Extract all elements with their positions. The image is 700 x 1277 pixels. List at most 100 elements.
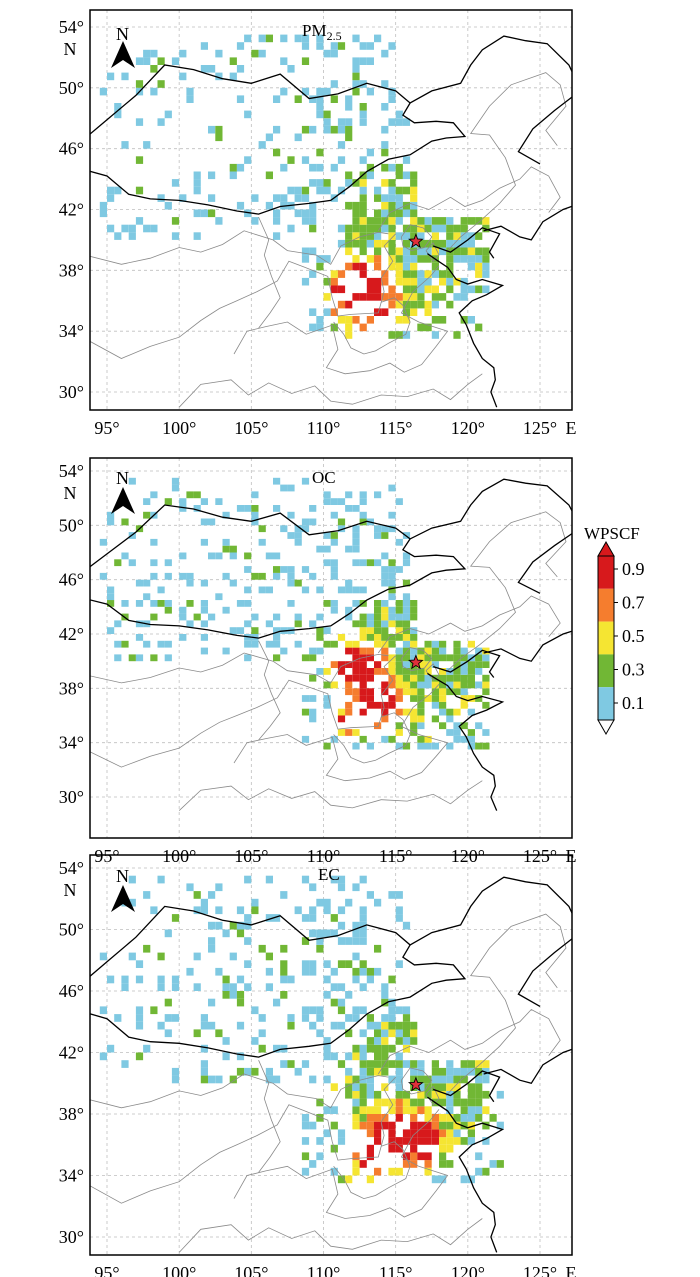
- wpscf-cell: [431, 270, 439, 278]
- wpscf-cell: [301, 518, 310, 526]
- wpscf-cell: [402, 742, 411, 750]
- wpscf-cell: [352, 620, 360, 628]
- wpscf-cell: [374, 640, 382, 648]
- wpscf-cell: [121, 640, 129, 648]
- wpscf-cell: [359, 1067, 367, 1076]
- wpscf-cell: [359, 57, 367, 65]
- wpscf-cell: [431, 647, 439, 655]
- wpscf-cell: [475, 323, 483, 332]
- wpscf-cell: [193, 952, 201, 961]
- wpscf-cell: [309, 518, 317, 526]
- wpscf-cell: [446, 270, 454, 278]
- wpscf-cell: [345, 331, 353, 339]
- north-arrow: N: [111, 866, 135, 912]
- wpscf-cell: [301, 1121, 310, 1130]
- site-marker: [407, 1076, 424, 1092]
- wpscf-cell: [208, 1075, 216, 1084]
- wpscf-cell: [309, 270, 317, 278]
- wpscf-cell: [410, 247, 418, 256]
- wpscf-cell: [352, 559, 360, 567]
- wpscf-cell: [388, 674, 396, 682]
- wpscf-cell: [273, 634, 281, 641]
- wpscf-cell: [359, 201, 367, 210]
- wpscf-cell: [345, 171, 353, 180]
- wpscf-cell: [374, 613, 382, 621]
- wpscf-cell: [374, 308, 382, 316]
- wpscf-cell: [359, 708, 367, 716]
- wpscf-cell: [460, 1114, 468, 1122]
- wpscf-cell: [236, 921, 245, 930]
- wpscf-cell: [417, 661, 425, 668]
- wpscf-cell: [222, 606, 230, 614]
- wpscf-cell: [402, 308, 411, 316]
- wpscf-cell: [280, 891, 288, 899]
- wpscf-cell: [273, 1044, 281, 1053]
- lat-labels: 54°50°46°42°38°34°30°N: [59, 461, 84, 807]
- wpscf-cell: [381, 613, 389, 621]
- site-marker: [408, 654, 424, 670]
- wpscf-cell: [417, 1060, 425, 1068]
- wpscf-cell: [460, 1067, 468, 1076]
- wpscf-cell: [323, 179, 331, 187]
- colorbar-min-arrow: [597, 719, 615, 736]
- wpscf-cell: [475, 681, 483, 689]
- wpscf-cell: [222, 1037, 230, 1045]
- wpscf-cell: [186, 883, 194, 892]
- wpscf-cell: [345, 133, 353, 142]
- wpscf-cell: [388, 262, 396, 271]
- lon-hemisphere-label: E: [566, 418, 577, 438]
- wpscf-cell: [467, 708, 475, 716]
- wpscf-cell: [309, 647, 317, 655]
- wpscf-cell: [475, 1075, 483, 1084]
- wpscf-cell: [323, 532, 331, 539]
- wpscf-cell: [323, 1052, 331, 1061]
- wpscf-cell: [215, 1029, 223, 1038]
- wpscf-cell: [366, 42, 374, 50]
- wpscf-cell: [337, 729, 346, 736]
- wpscf-cell: [352, 1044, 360, 1053]
- wpscf-cell: [410, 1067, 418, 1076]
- north-arrow: N: [111, 468, 135, 514]
- wpscf-cell: [164, 606, 172, 614]
- wpscf-cell: [309, 715, 317, 723]
- wpscf-cell: [402, 640, 411, 648]
- wpscf-cell: [446, 1137, 454, 1145]
- wpscf-cell: [402, 1160, 411, 1168]
- star-icon: [407, 1076, 424, 1092]
- wpscf-cell: [467, 285, 475, 294]
- wpscf-cell: [345, 95, 353, 103]
- wpscf-cell: [366, 654, 374, 662]
- wpscf-cell: [402, 921, 411, 930]
- wpscf-cell: [330, 1167, 338, 1176]
- wpscf-cell: [374, 224, 382, 233]
- wpscf-cell: [431, 1060, 439, 1068]
- wpscf-cell: [446, 239, 454, 248]
- province-border: [425, 663, 440, 681]
- wpscf-cell: [359, 42, 367, 50]
- wpscf-cell: [345, 103, 353, 111]
- wpscf-cell: [330, 277, 338, 286]
- wpscf-cell: [208, 194, 216, 202]
- wpscf-cell: [381, 701, 389, 709]
- wpscf-cell: [359, 983, 367, 991]
- province-border: [401, 1067, 433, 1095]
- wpscf-cell: [410, 1114, 418, 1122]
- wpscf-cell: [374, 293, 382, 301]
- wpscf-cell: [402, 613, 411, 621]
- country-border: [90, 538, 467, 639]
- wpscf-cell: [424, 735, 432, 743]
- wpscf-cell: [410, 1060, 418, 1068]
- wpscf-cell: [439, 1152, 447, 1161]
- wpscf-cell: [482, 255, 490, 263]
- wpscf-cell: [157, 57, 165, 65]
- wpscf-cell: [388, 1098, 396, 1107]
- wpscf-cell: [381, 163, 389, 172]
- lon-tick-label: 120°: [451, 418, 485, 438]
- wpscf-cell: [381, 1037, 389, 1045]
- wpscf-cell: [374, 620, 382, 628]
- wpscf-cell: [294, 34, 302, 43]
- wpscf-cell: [374, 1021, 382, 1030]
- wpscf-cell: [366, 87, 374, 96]
- wpscf-cell: [330, 285, 338, 294]
- wpscf-cell: [475, 1083, 483, 1091]
